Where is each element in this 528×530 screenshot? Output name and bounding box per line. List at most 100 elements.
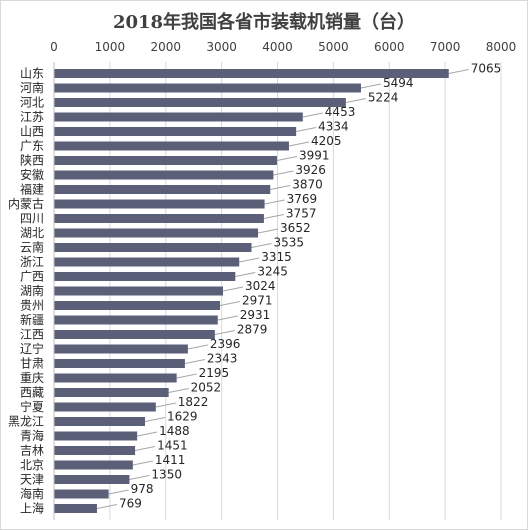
data-label: 2396: [210, 337, 241, 351]
y-tick-label: 黑龙江: [8, 415, 44, 429]
data-label: 2931: [240, 308, 271, 322]
leader-line: [360, 83, 382, 89]
leader-line: [187, 344, 208, 350]
data-label: 1451: [157, 439, 188, 453]
y-tick-label: 云南: [20, 240, 44, 255]
bar: [54, 228, 259, 238]
leader-line: [273, 170, 294, 176]
data-label: 2971: [242, 294, 273, 308]
leader-line: [302, 112, 323, 118]
leader-line: [155, 402, 176, 408]
bar: [54, 431, 138, 441]
bar: [54, 504, 97, 513]
bar: [54, 257, 240, 267]
data-label: 2052: [191, 381, 222, 395]
data-label: 3926: [295, 163, 326, 177]
bar: [54, 475, 130, 484]
leader-line: [251, 243, 272, 248]
leader-line: [239, 257, 260, 263]
y-tick-label: 四川: [20, 212, 44, 226]
bar: [54, 156, 277, 165]
leader-lines: [96, 69, 469, 509]
data-label: 4334: [318, 120, 349, 134]
x-tick-label: 0: [50, 40, 58, 54]
leader-line: [144, 417, 166, 422]
data-label: 5494: [383, 76, 414, 90]
leader-line: [257, 228, 279, 234]
y-tick-label: 重庆: [20, 371, 44, 385]
data-label: 7065: [471, 62, 502, 76]
data-label: 4205: [311, 134, 342, 148]
data-label: 3245: [257, 265, 288, 279]
data-label: 769: [119, 497, 142, 511]
bar: [54, 127, 297, 136]
y-tick-label: 山西: [20, 125, 44, 139]
y-tick-label: 浙江: [20, 255, 44, 269]
x-tick-label: 4000: [262, 40, 293, 54]
leader-line: [217, 315, 238, 321]
leader-line: [214, 330, 235, 335]
data-label: 2195: [199, 366, 230, 380]
leader-line: [270, 185, 291, 190]
x-tick-label: 5000: [318, 40, 349, 54]
bar: [54, 373, 177, 383]
y-tick-label: 福建: [20, 182, 44, 197]
y-tick-label: 辽宁: [20, 341, 44, 356]
x-tick-label: 3000: [206, 40, 237, 54]
bar: [54, 141, 289, 151]
x-tick-label: 7000: [430, 40, 461, 54]
bar: [54, 185, 271, 194]
data-label: 2879: [237, 323, 268, 337]
bar: [54, 83, 361, 93]
leader-line: [448, 69, 469, 74]
y-tick-label: 青海: [20, 428, 44, 443]
y-tick-label: 内蒙古: [8, 196, 44, 211]
bar: [54, 446, 136, 455]
leader-line: [276, 156, 298, 161]
y-tick-label: 陕西: [20, 153, 44, 168]
y-tick-label: 安徽: [20, 167, 44, 182]
data-label: 1350: [151, 468, 182, 482]
leader-line: [288, 141, 310, 147]
data-label: 3024: [245, 279, 276, 293]
leader-line: [263, 214, 285, 219]
data-label: 978: [131, 482, 154, 496]
y-tick-label: 上海: [20, 501, 44, 516]
bar: [54, 199, 265, 209]
y-tick-label: 湖北: [20, 225, 44, 240]
leader-line: [132, 460, 153, 466]
data-label: 3757: [286, 207, 317, 221]
x-tick-label: 6000: [374, 40, 405, 54]
leader-line: [219, 301, 241, 306]
y-tick-label: 广西: [20, 270, 44, 284]
bar: [54, 69, 449, 78]
data-label: 3870: [292, 178, 323, 192]
bar: [54, 214, 264, 223]
x-tick-label: 8000: [486, 40, 517, 54]
leader-line: [96, 504, 118, 509]
y-tick-label: 新疆: [20, 312, 44, 327]
data-label: 1488: [159, 424, 190, 438]
data-label: 2343: [207, 352, 238, 366]
y-tick-label: 山东: [20, 67, 44, 81]
leader-line: [296, 127, 317, 132]
leader-line: [345, 98, 366, 103]
data-label: 1822: [178, 395, 209, 409]
y-tick-label: 广东: [20, 139, 44, 153]
data-label: 1629: [167, 410, 198, 424]
y-tick-label: 甘肃: [20, 357, 44, 371]
y-tick-label: 西藏: [20, 386, 44, 400]
bar: [54, 301, 221, 310]
y-tick-label: 北京: [20, 458, 44, 472]
data-label: 4453: [325, 105, 356, 119]
y-tick-label: 江苏: [20, 110, 44, 124]
data-label: 3315: [261, 250, 292, 264]
bar: [54, 330, 215, 339]
leader-line: [168, 388, 189, 393]
bar: [54, 359, 185, 368]
leader-line: [108, 489, 129, 495]
bar: [54, 402, 156, 412]
leader-line: [176, 373, 197, 379]
y-tick-label: 宁夏: [20, 399, 44, 414]
